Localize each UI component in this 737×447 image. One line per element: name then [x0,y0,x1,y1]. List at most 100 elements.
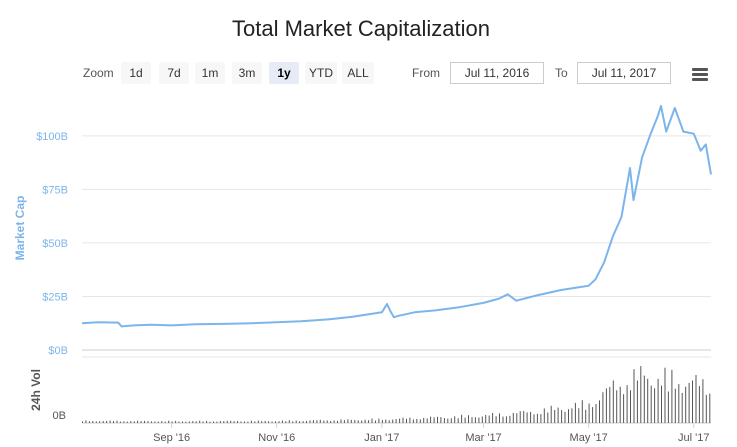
volume-bar [643,375,645,423]
volume-bar [92,421,94,423]
volume-bar [709,393,711,423]
volume-bar [137,420,139,423]
volume-bar [154,421,156,423]
volume-bar [247,421,249,423]
volume-bar [530,411,532,423]
volume-bar [385,419,387,423]
volume-bar [485,415,487,423]
volume-bar [654,388,656,423]
volume-axis-label: 24h Vol [29,369,43,411]
volume-bar [368,420,370,423]
volume-bar [437,416,438,423]
market-cap-series-line [81,104,712,328]
volume-bar [612,380,614,423]
volume-bar [533,414,535,423]
x-tick-label-0: Sep '16 [153,432,190,444]
volume-bar [371,418,373,423]
volume-bar [192,421,194,423]
volume-bar [516,413,518,423]
volume-bar [685,386,687,423]
volume-bar [519,411,521,423]
y-tick-label-2: $50B [42,238,68,250]
volume-bar [113,421,114,423]
zoom-button-1y[interactable]: 1y [269,62,299,84]
volume-bar [250,420,252,423]
volume-bar [85,420,87,423]
range-to-input[interactable] [577,62,671,84]
volume-bar [264,420,266,423]
volume-bar [419,419,421,423]
volume-bar [281,420,283,423]
volume-bar [88,421,90,423]
volume-bar [361,420,363,423]
volume-bar [681,392,683,423]
volume-bar [464,417,466,423]
range-from-input[interactable] [450,62,544,84]
volume-bar [557,407,559,423]
volume-bar [202,421,204,423]
volume-bar [140,421,142,423]
volume-bar [182,421,183,423]
volume-bar [388,420,390,423]
zoom-button-7d[interactable]: 7d [159,62,189,84]
volume-bar [343,420,345,423]
y-tick-label-3: $75B [42,184,68,196]
volume-bar [126,421,128,423]
volume-bar [285,421,287,423]
volume-bar [461,414,463,423]
volume-bar [299,421,301,423]
volume-bar [678,384,680,423]
hamburger-menu-icon[interactable] [690,66,710,82]
volume-bar [454,416,456,423]
volume-bar [505,416,507,423]
zoom-button-ytd[interactable]: YTD [305,62,337,84]
x-tick-label-2: Jan '17 [364,432,399,444]
volume-bar [633,369,635,423]
volume-bar [168,420,170,423]
volume-bar [592,407,594,423]
volume-bar [630,390,631,423]
volume-bar [378,418,380,423]
volume-bar [568,409,569,423]
volume-bar [106,420,108,423]
volume-bar [381,420,383,423]
volume-bar [347,419,349,423]
volume-bar [443,418,445,423]
volume-bar [323,420,325,423]
volume-bar [474,417,476,423]
zoom-button-1m[interactable]: 1m [195,62,225,84]
zoom-button-1d[interactable]: 1d [121,62,151,84]
zoom-button-all[interactable]: ALL [342,62,374,84]
volume-bar [705,394,707,423]
volume-bar [309,420,311,423]
volume-bar [392,419,394,423]
volume-bar [578,408,580,423]
volume-bar [623,394,625,423]
volume-bar [523,411,525,423]
volume-bar [499,413,500,423]
volume-bar [213,421,214,423]
volume-bar [602,392,604,423]
zoom-button-3m[interactable]: 3m [232,62,262,84]
volume-bar [581,400,583,423]
volume-bar [626,385,628,423]
x-tick-label-5: Jul '17 [678,432,709,444]
volume-bar [650,385,652,423]
volume-bar [509,415,511,423]
y-tick-label-1: $25B [42,291,68,303]
volume-bar [495,416,497,423]
volume-bar [102,421,104,423]
volume-bar [275,421,276,423]
x-tick-label-1: Nov '16 [258,432,295,444]
volume-bar [147,421,149,423]
volume-bar [430,416,432,423]
volume-bar [433,417,435,423]
volume-bar [585,409,587,423]
volume-bar [333,420,335,423]
volume-bar [350,419,352,423]
volume-bar [164,421,166,423]
volume-bar [195,421,197,423]
volume-bar [116,420,118,423]
volume-bar [698,386,700,423]
